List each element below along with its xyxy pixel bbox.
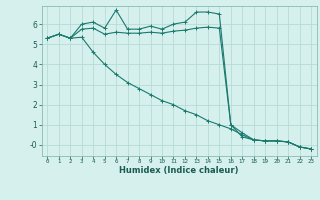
X-axis label: Humidex (Indice chaleur): Humidex (Indice chaleur)	[119, 166, 239, 175]
